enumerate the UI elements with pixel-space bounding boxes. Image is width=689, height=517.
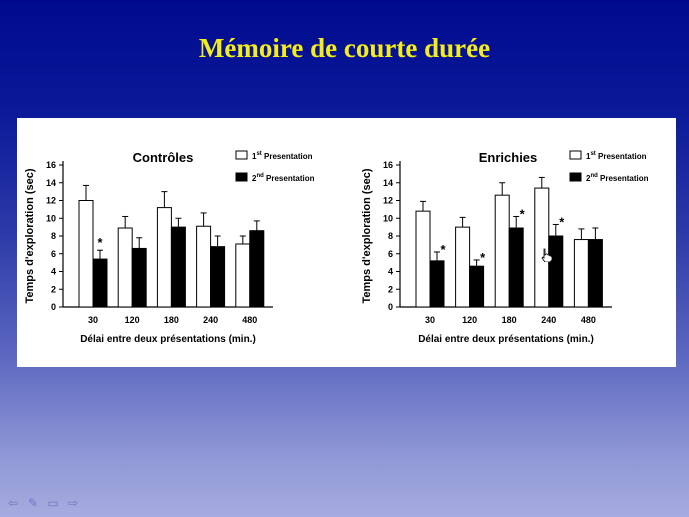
arrow-right-icon[interactable]: ⇨ — [67, 496, 79, 510]
bar — [235, 243, 251, 308]
y-tick-label: 14 — [46, 178, 56, 188]
legend-label: 2nd Presentation — [252, 173, 315, 183]
legend-label: 1st Presentation — [586, 151, 647, 161]
legend-swatch — [569, 150, 582, 160]
y-tick-label: 16 — [46, 160, 56, 170]
chart-1: Contrôles 0 2 4 6 8 10 12 14 16 Temps d'exploratio… — [24, 150, 315, 345]
x-axis-label: Délai entre deux présentations (min.) — [418, 334, 594, 345]
significance-marker: * — [97, 235, 103, 250]
x-tick-label: 240 — [541, 315, 556, 325]
legend-label: 1st Presentation — [252, 151, 313, 161]
x-tick-label: 30 — [88, 315, 98, 325]
x-tick-label: 240 — [203, 315, 218, 325]
y-tick-label: 8 — [51, 231, 56, 241]
significance-marker: * — [559, 214, 565, 229]
y-tick-label: 2 — [51, 284, 56, 294]
y-tick-label: 16 — [383, 160, 393, 170]
x-tick-label: 120 — [125, 315, 140, 325]
chart-title: Contrôles — [133, 150, 194, 165]
slide-title: Mémoire de courte durée — [198, 33, 491, 63]
bar — [210, 246, 226, 308]
y-tick-label: 12 — [46, 196, 56, 206]
bar — [131, 247, 147, 308]
hand-cursor-icon — [541, 248, 553, 262]
legend-swatch — [235, 172, 248, 182]
y-tick-label: 10 — [46, 213, 56, 223]
y-tick-label: 12 — [383, 196, 393, 206]
pen-icon[interactable]: ✎ — [27, 496, 39, 510]
legend-label: 2nd Presentation — [586, 173, 649, 183]
y-axis-label: Temps d'exploration (sec) — [24, 168, 36, 303]
y-tick-label: 2 — [388, 284, 393, 294]
bar — [455, 226, 471, 308]
y-tick-label: 8 — [388, 231, 393, 241]
x-tick-label: 180 — [502, 315, 517, 325]
significance-marker: * — [520, 206, 526, 221]
significance-marker: * — [440, 242, 446, 257]
bar — [92, 258, 108, 308]
bar — [508, 227, 524, 308]
chart-title: Enrichies — [479, 150, 538, 165]
y-tick-label: 0 — [388, 302, 393, 312]
x-tick-label: 180 — [164, 315, 179, 325]
bar — [117, 227, 133, 308]
bar — [196, 225, 212, 308]
bar — [494, 194, 510, 308]
y-tick-label: 0 — [51, 302, 56, 312]
x-tick-label: 30 — [425, 315, 435, 325]
legend-swatch — [235, 150, 248, 160]
bar — [548, 235, 564, 308]
significance-marker: * — [480, 250, 486, 265]
chart-panel: Contrôles 0 2 4 6 8 10 12 14 16 Temps d'exploratio… — [17, 118, 676, 367]
y-tick-label: 4 — [388, 267, 393, 277]
y-axis-label: Temps d'exploration (sec) — [361, 168, 373, 303]
y-tick-label: 4 — [51, 267, 56, 277]
y-tick-label: 14 — [383, 178, 393, 188]
x-tick-label: 120 — [462, 315, 477, 325]
bar — [156, 207, 172, 308]
bar — [170, 226, 186, 308]
bar — [469, 265, 485, 308]
bar — [78, 200, 94, 308]
bar — [587, 239, 603, 308]
bar — [415, 210, 431, 308]
legend-swatch — [569, 172, 582, 182]
bar — [249, 230, 265, 308]
chart-2: Enrichies 0 2 4 6 8 10 12 14 16 Temps d'exploratio… — [361, 150, 649, 345]
x-tick-label: 480 — [581, 315, 596, 325]
screen-icon[interactable]: ▭ — [47, 496, 59, 510]
slideshow-nav: ⇦ ✎ ▭ ⇨ — [6, 496, 80, 510]
y-tick-label: 6 — [51, 249, 56, 259]
charts-svg: Contrôles 0 2 4 6 8 10 12 14 16 Temps d'exploratio… — [24, 150, 649, 345]
x-tick-label: 480 — [242, 315, 257, 325]
arrow-left-icon[interactable]: ⇦ — [7, 496, 19, 510]
y-tick-label: 6 — [388, 249, 393, 259]
x-axis-label: Délai entre deux présentations (min.) — [80, 334, 256, 345]
bar — [573, 239, 589, 308]
y-tick-label: 10 — [383, 213, 393, 223]
bar — [429, 260, 445, 308]
